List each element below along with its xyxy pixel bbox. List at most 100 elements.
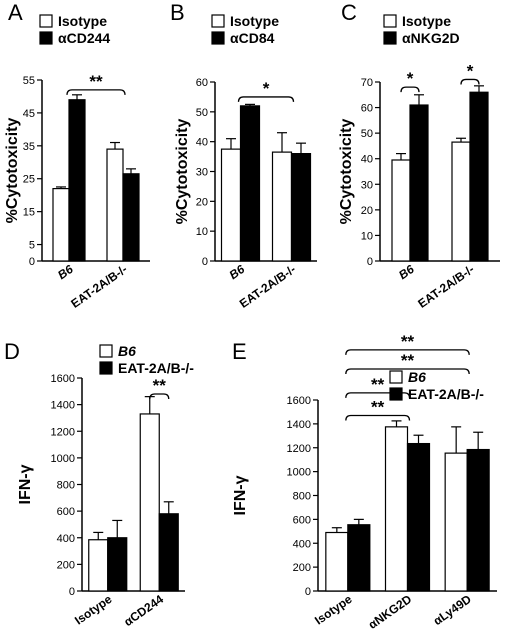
y-tick-label: 600 [57,506,75,518]
significance-bracket [345,414,411,421]
y-tick-label: 30 [361,179,373,191]
x-tick-label: EAT-2A/B-/- [237,262,298,311]
significance-label: ** [371,398,385,417]
y-axis-label: %Cytotoxicity [4,118,21,224]
bar [106,148,124,262]
legend-swatch [39,31,53,45]
y-tick-label: 400 [57,533,75,545]
bar [406,442,431,592]
significance-bracket [149,393,170,400]
y-tick-label: 15 [23,207,35,219]
legend-swatch [383,14,397,28]
y-tick-label: 0 [202,256,208,268]
significance-bracket [400,86,420,93]
panel-label: E [232,339,247,364]
y-tick-label: 1000 [287,467,311,479]
legend-entry: αCD84 [230,30,275,46]
panel-b: B 0 10 20 30 40 50 60 %Cytotoxicity B6EAT-2A/B-/-… [170,0,317,311]
bar [107,537,128,592]
bar [88,539,109,592]
significance-bracket [345,368,470,374]
significance-label: ** [401,351,415,370]
x-tick-label: B6 [396,262,417,282]
significance-bracket [345,349,470,355]
legend-swatch [383,31,397,45]
legend-swatch [99,344,113,358]
bar [52,188,70,262]
y-tick-label: 200 [293,562,311,574]
significance-label: * [467,61,474,80]
significance-label: * [407,69,414,88]
y-tick-label: 0 [367,256,373,268]
y-axis-label: IFN-γ [232,475,249,515]
x-tick-label: B6 [55,262,76,282]
legend-swatch [211,14,225,28]
x-tick-label: αNKG2D [366,592,415,630]
legend-swatch [389,387,403,401]
y-tick-label: 10 [196,226,208,238]
y-axis-label: %Cytotoxicity [338,119,355,225]
y-tick-label: 20 [196,196,208,208]
y-tick-label: 0 [305,586,311,598]
y-tick-label: 400 [293,538,311,550]
y-tick-label: 60 [196,77,208,89]
y-tick-label: 0 [29,256,35,268]
y-tick-label: 10 [361,230,373,242]
y-tick-label: 200 [57,559,75,571]
bar [347,524,371,592]
legend-swatch [99,361,113,375]
significance-label: * [263,79,270,98]
bar [220,148,242,262]
y-tick-label: 800 [57,480,75,492]
y-tick-label: 30 [196,167,208,179]
panel-label: D [4,339,20,364]
y-tick-label: 25 [23,174,35,186]
panel-label: C [341,0,357,25]
legend-entry: αNKG2D [402,30,460,46]
y-tick-label: 70 [361,77,373,89]
x-tick-label: EAT-2A/B-/- [68,262,129,311]
y-tick-label: 5 [29,240,35,252]
bar [466,448,490,592]
y-tick-label: 800 [293,491,311,503]
y-tick-label: 0 [69,586,75,598]
bar [68,99,86,262]
y-tick-label: 35 [23,141,35,153]
bar [158,513,179,592]
y-tick-label: 1600 [51,373,75,385]
y-tick-label: 1200 [51,426,75,438]
y-tick-label: 600 [293,514,311,526]
y-tick-label: 40 [196,137,208,149]
x-tick-label: EAT-2A/B-/- [415,262,476,311]
panel-e: E 0 200 400 600 800 1000 1200 1400 1600 IFN-γ Isoty… [232,332,497,630]
bar [139,413,160,592]
legend-swatch [39,14,53,28]
y-tick-label: 1600 [287,395,311,407]
y-tick-label: 50 [361,128,373,140]
x-tick-label: Isotype [312,592,355,628]
legend-swatch [211,31,225,45]
bar [444,452,468,592]
x-tick-label: B6 [227,262,248,282]
x-tick-label: Isotype [72,592,115,628]
significance-bracket [66,89,126,95]
bar [384,426,409,592]
legend-entry: B6 [408,369,426,385]
y-tick-label: 1200 [287,443,311,455]
significance-bracket [460,78,480,85]
y-tick-label: 20 [361,205,373,217]
x-tick-label: αLy49D [431,592,474,628]
y-tick-label: 1000 [51,453,75,465]
y-tick-label: 50 [196,107,208,119]
legend-entry: EAT-2A/B-/- [408,386,484,402]
bar [122,173,140,262]
panel-label: A [8,0,23,25]
legend-entry: αCD244 [58,30,110,46]
y-tick-label: 1400 [287,419,311,431]
significance-bracket [345,392,411,398]
panel-c: C 0 10 20 30 40 50 60 70 %Cytotoxicity B6EAT-2A/B-… [338,0,500,311]
bar [409,104,429,262]
significance-label: ** [89,72,103,91]
